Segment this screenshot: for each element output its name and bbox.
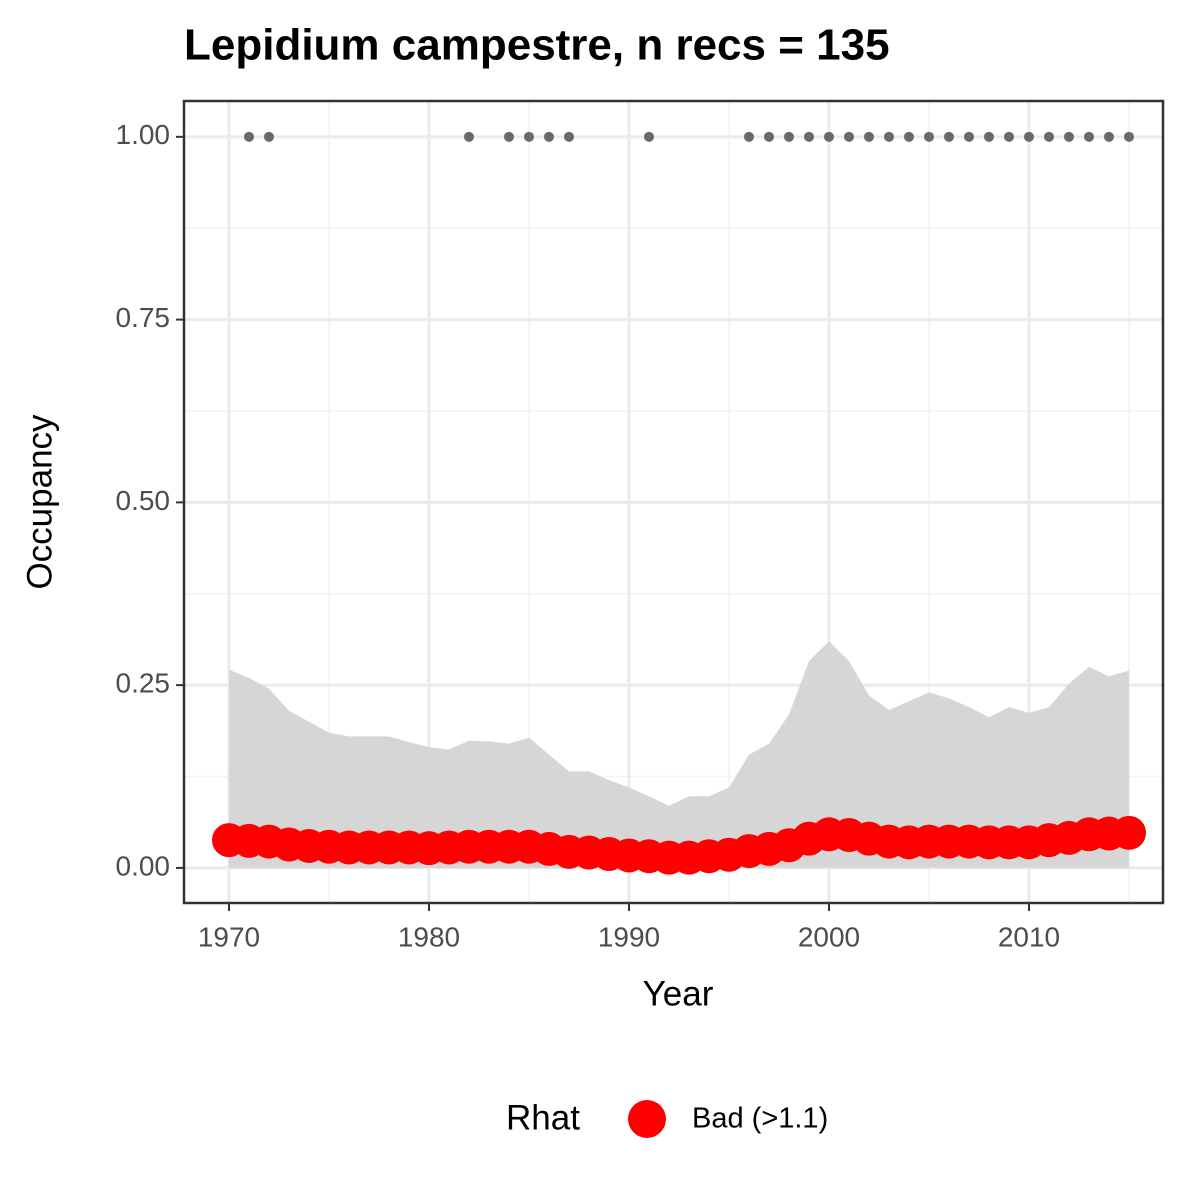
x-tick-label: 1970 (198, 921, 260, 952)
record-point (1124, 131, 1134, 142)
record-point (744, 131, 754, 142)
record-point (884, 131, 894, 142)
record-point (464, 131, 474, 142)
legend-label: Bad (>1.1) (692, 1103, 828, 1135)
y-tick-label: 0.50 (116, 485, 171, 516)
record-point (644, 131, 654, 142)
mean-point (1112, 815, 1146, 850)
record-point (864, 131, 874, 142)
y-tick-label: 0.25 (116, 668, 171, 699)
confidence-band (229, 641, 1129, 868)
record-point (1044, 131, 1054, 142)
record-point (784, 131, 794, 142)
x-tick-label: 1990 (598, 921, 660, 952)
record-point (764, 131, 774, 142)
record-point (944, 131, 954, 142)
record-point (1084, 131, 1094, 142)
record-point (904, 131, 914, 142)
record-point (1104, 131, 1114, 142)
record-point (244, 131, 254, 142)
x-tick-label: 2010 (998, 921, 1060, 952)
record-point (264, 131, 274, 142)
record-point (804, 131, 814, 142)
record-point (1064, 131, 1074, 142)
y-tick-label: 1.00 (116, 119, 171, 150)
legend-title: Rhat (506, 1098, 580, 1137)
record-point (964, 131, 974, 142)
record-point (984, 131, 994, 142)
chart-title: Lepidium campestre, n recs = 135 (184, 21, 890, 70)
x-tick-label: 1980 (398, 921, 460, 952)
panel-border (182, 99, 1165, 905)
record-point (504, 131, 514, 142)
record-point (924, 131, 934, 142)
x-tick-label: 2000 (798, 921, 860, 952)
y-tick-label: 0.00 (116, 850, 171, 881)
record-point (824, 131, 834, 142)
legend-swatch (628, 1100, 666, 1138)
y-tick-label: 0.75 (116, 302, 171, 333)
record-point (544, 131, 554, 142)
y-axis-title: Occupancy (20, 414, 59, 590)
record-point (1024, 131, 1034, 142)
record-point (524, 131, 534, 142)
x-axis-title: Year (643, 974, 714, 1013)
record-point (844, 131, 854, 142)
record-point (1004, 131, 1014, 142)
record-point (564, 131, 574, 142)
